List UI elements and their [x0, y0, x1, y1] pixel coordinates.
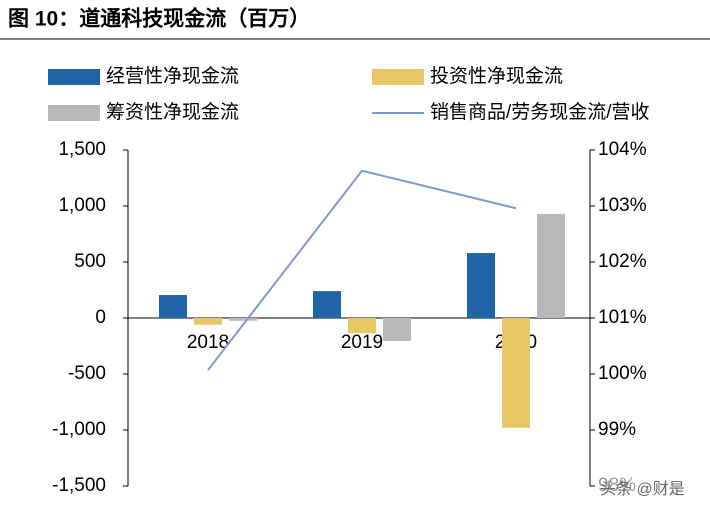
y-tick-label: 0 — [95, 307, 106, 328]
bar — [194, 318, 222, 325]
watermark: 头条 @财是 — [600, 480, 685, 498]
bar — [383, 318, 411, 341]
y2-tick-label: 104% — [598, 139, 647, 160]
chart-title: 图 10：道通科技现金流（百万） — [8, 7, 310, 31]
y-tick-label: 500 — [74, 251, 106, 272]
bar — [537, 213, 565, 318]
line-series — [207, 169, 517, 371]
x-tick-label: 2019 — [341, 332, 383, 353]
y-tick-label: -1,000 — [52, 419, 106, 440]
bar — [348, 318, 376, 334]
y-tick-label: 1,000 — [58, 195, 106, 216]
bar — [502, 318, 530, 428]
legend-label: 筹资性净现金流 — [106, 101, 239, 123]
bar — [229, 318, 257, 321]
y2-tick-label: 99% — [598, 419, 636, 440]
y-tick-label: 1,500 — [58, 139, 106, 160]
y2-tick-label: 100% — [598, 363, 647, 384]
y2-tick-label: 98% — [598, 475, 636, 496]
bar — [467, 253, 495, 318]
legend-swatch — [372, 69, 424, 85]
legend-label: 经营性净现金流 — [106, 65, 239, 87]
y2-tick-label: 102% — [598, 251, 647, 272]
legend-label: 投资性净现金流 — [430, 65, 563, 87]
bar — [159, 295, 187, 318]
y2-tick-label: 103% — [598, 195, 647, 216]
y2-tick-label: 101% — [598, 307, 647, 328]
legend-swatch — [48, 105, 100, 121]
bar — [313, 291, 341, 318]
y-tick-label: -500 — [68, 363, 106, 384]
x-tick-label: 2018 — [187, 332, 229, 353]
y-tick-label: -1,500 — [52, 475, 106, 496]
legend-label: 销售商品/劳务现金流/营收 — [430, 101, 650, 123]
legend-swatch — [48, 69, 100, 85]
